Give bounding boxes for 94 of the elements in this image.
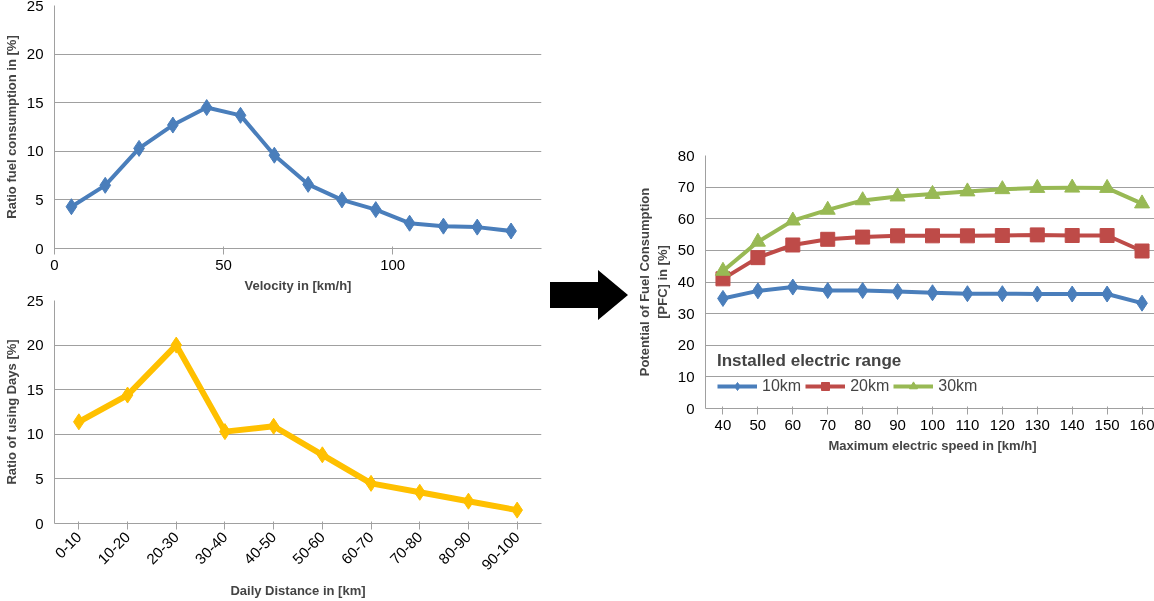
point [234, 106, 247, 124]
point [316, 446, 329, 464]
x-axis-title: Daily Distance in [km] [230, 582, 366, 598]
point [369, 201, 382, 219]
point [1029, 178, 1046, 193]
y-tick-label: 0 [35, 514, 44, 532]
point [1064, 178, 1081, 193]
x-tick-label: 120 [989, 415, 1015, 433]
y-tick-label: 25 [26, 0, 44, 14]
point [749, 232, 766, 247]
point [959, 228, 975, 244]
y-tick-label: 70 [677, 178, 695, 196]
point [854, 191, 871, 206]
point [994, 180, 1011, 195]
point [855, 229, 871, 245]
y-tick-label: 20 [26, 45, 44, 63]
x-tick-label: 50 [749, 415, 767, 433]
point [403, 214, 416, 232]
y-tick-label: 50 [677, 241, 695, 259]
x-tick-label: 100 [919, 415, 946, 433]
point [891, 282, 904, 300]
x-axis-title: Maximum electric speed in [km/h] [828, 437, 1037, 453]
y-tick-label: 5 [35, 190, 44, 208]
x-tick-label: 140 [1059, 415, 1085, 433]
y-tick-label: 80 [677, 146, 695, 164]
x-tick-label: 70 [819, 415, 837, 433]
point [889, 187, 906, 202]
point [924, 184, 941, 199]
x-tick-label: 100 [380, 255, 406, 273]
point [1134, 194, 1151, 209]
point [437, 217, 450, 235]
point [267, 417, 280, 435]
point [786, 278, 799, 296]
y-tick-label: 25 [26, 291, 44, 309]
x-tick-label: 150 [1094, 415, 1120, 433]
point [961, 285, 974, 303]
point [1066, 285, 1079, 303]
point [1134, 243, 1150, 259]
x-tick-label: 60 [784, 415, 802, 433]
y-axis-title: Potential of Fuel Consumption [PFC] in [%] [636, 187, 670, 377]
point [268, 146, 281, 164]
point [121, 386, 134, 404]
y-tick-label: 10 [26, 425, 44, 443]
point [750, 250, 766, 266]
x-tick-label: 90 [889, 415, 906, 433]
y-tick-label: 0 [35, 239, 44, 257]
x-tick-label: 160 [1129, 415, 1154, 433]
x-tick-label: 40 [714, 415, 732, 433]
point [890, 228, 906, 244]
point [785, 237, 801, 253]
y-tick-label: 5 [35, 469, 44, 487]
legend-label: 10km [762, 377, 802, 395]
point [1064, 228, 1080, 244]
point [413, 483, 426, 501]
y-tick-label: 20 [26, 336, 44, 354]
point [65, 198, 78, 216]
point [784, 211, 801, 226]
point [856, 282, 869, 300]
point [996, 285, 1009, 303]
point [926, 284, 939, 302]
x-tick-label: 110 [955, 415, 980, 433]
point [99, 176, 112, 194]
x-tick-label: 0 [50, 255, 59, 273]
point [170, 336, 183, 354]
y-tick-label: 10 [677, 367, 695, 385]
x-axis-title: Velocity in [km/h] [244, 277, 352, 293]
y-tick-label: 15 [26, 93, 44, 111]
point [462, 492, 475, 510]
point [1031, 285, 1044, 303]
point [959, 182, 976, 197]
y-tick-label: 0 [686, 399, 695, 417]
y-tick-label: 60 [677, 209, 695, 227]
y-tick-label: 40 [677, 273, 695, 290]
y-tick-label: 15 [26, 380, 44, 398]
point [819, 200, 836, 215]
point [471, 218, 484, 236]
x-tick-label: 130 [1024, 415, 1050, 433]
y-tick-label: 30 [677, 304, 695, 322]
point [1029, 227, 1045, 243]
legend-title: Installed electric range [717, 351, 903, 371]
point [994, 228, 1010, 244]
y-tick-label: 20 [677, 336, 695, 354]
legend-label: 30km [938, 377, 978, 395]
x-tick-label: 50 [215, 255, 232, 273]
point [821, 282, 834, 300]
point [200, 99, 213, 117]
x-tick-label: 80 [854, 415, 871, 433]
point [925, 228, 940, 244]
legend-label: 20km [850, 377, 890, 395]
y-axis-title: Ratio of using Days [%] [3, 339, 19, 485]
point [820, 231, 836, 247]
y-axis-title: Ratio fuel consumption in [%] [3, 35, 19, 219]
point [1099, 228, 1115, 244]
y-tick-label: 10 [26, 142, 44, 160]
